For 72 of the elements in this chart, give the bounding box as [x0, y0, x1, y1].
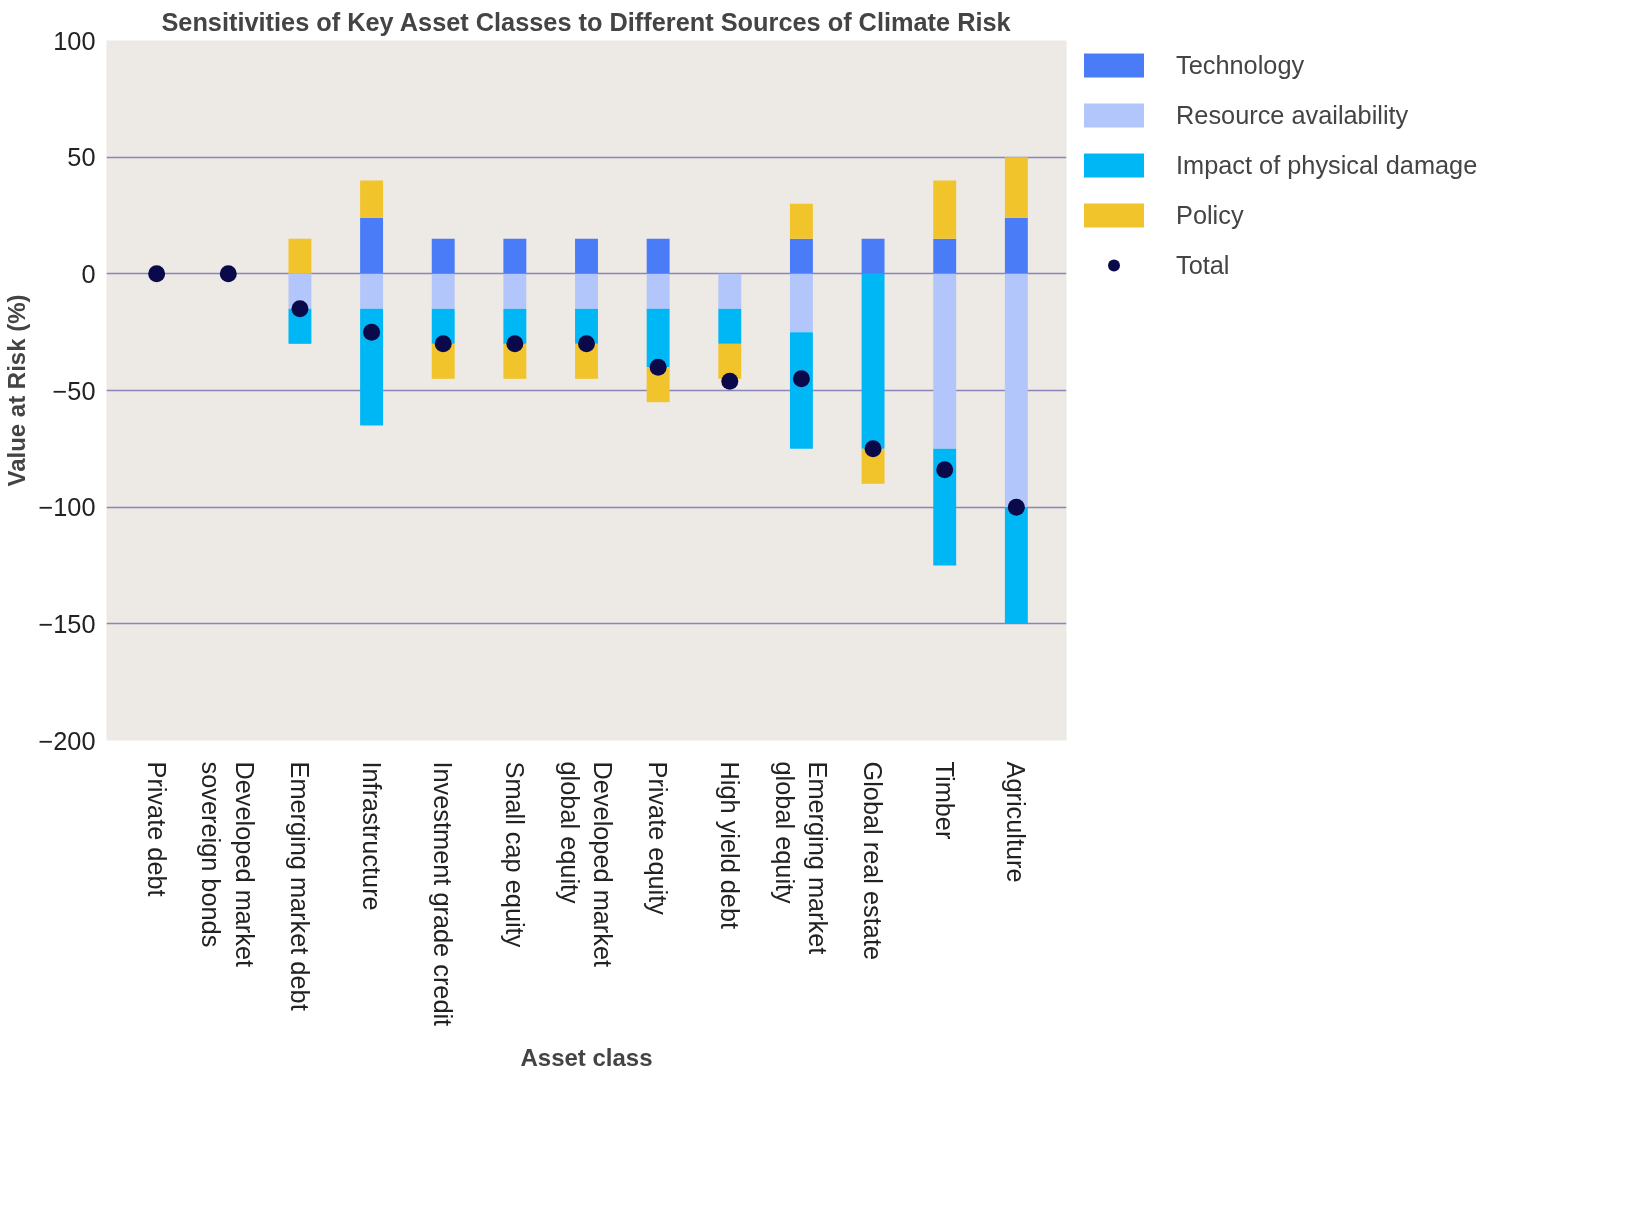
point	[864, 440, 882, 458]
bar	[646, 308, 670, 368]
bar	[789, 332, 813, 449]
bar	[360, 217, 384, 274]
y-axis-title: Value at Risk (%)	[3, 294, 31, 487]
point	[578, 335, 595, 353]
point	[363, 323, 381, 341]
bar	[646, 238, 670, 274]
bar	[646, 273, 670, 309]
x-tick-label: Private equity	[644, 761, 673, 916]
x-tick-label: Emerging market global equity	[770, 761, 833, 955]
bar	[360, 180, 384, 218]
point	[792, 370, 810, 388]
x-tick-label: Developed market sovereign bonds	[197, 761, 260, 968]
bar	[718, 308, 742, 344]
legend-label: Total	[1176, 250, 1230, 280]
bar	[718, 273, 742, 309]
bar	[718, 343, 742, 379]
legend-label: Technology	[1176, 50, 1305, 80]
x-tick-label: Agriculture	[1002, 761, 1031, 883]
bar	[360, 308, 384, 426]
bar	[360, 273, 384, 309]
x-tick-label: Small cap equity	[500, 761, 529, 948]
bar	[933, 273, 957, 449]
point	[721, 372, 739, 390]
x-axis-title: Asset class	[520, 1044, 653, 1072]
x-tick-label: Emerging market debt	[285, 761, 314, 1011]
bar	[575, 273, 598, 309]
x-tick-label: Timber	[930, 761, 959, 840]
chart-title: Sensitivities of Key Asset Classes to Different Sources of Climate Risk	[161, 7, 1012, 36]
legend-label: Impact of physical damage	[1176, 150, 1478, 180]
y-tick-label: 100	[53, 26, 96, 55]
bar	[1004, 157, 1028, 218]
bar	[933, 238, 957, 274]
bar	[575, 238, 598, 274]
bar	[431, 238, 455, 274]
x-tick-label: Private debt	[142, 761, 171, 897]
x-tick-label: Infrastructure	[357, 761, 386, 911]
point	[649, 358, 667, 376]
point	[148, 265, 166, 283]
x-tick-label: High yield debt	[715, 761, 744, 930]
point	[936, 461, 954, 479]
point	[506, 335, 524, 353]
bar	[1004, 507, 1028, 624]
legend-label: Policy	[1176, 200, 1244, 230]
x-tick-label: Developed market global equity	[555, 761, 618, 968]
point	[434, 335, 452, 353]
y-tick-label: −50	[52, 376, 96, 405]
bar	[1004, 273, 1028, 508]
point	[291, 300, 309, 318]
bar	[789, 273, 813, 333]
x-tick-label: Global real estate	[859, 761, 888, 961]
legend-label: Resource availability	[1176, 100, 1409, 130]
y-tick-label: 50	[67, 143, 96, 172]
bar	[789, 203, 813, 239]
y-tick-label: −150	[38, 609, 96, 638]
x-tick-label: Investment grade credit	[429, 761, 458, 1027]
bar	[288, 238, 312, 274]
y-tick-label: 0	[81, 259, 96, 288]
bar	[503, 238, 527, 274]
bar	[789, 238, 813, 274]
y-tick-label: −200	[38, 726, 96, 755]
bar	[933, 448, 957, 566]
bar	[933, 180, 957, 239]
bar	[861, 238, 885, 274]
point	[1007, 498, 1025, 516]
bar	[1004, 217, 1028, 274]
y-tick-label: −100	[38, 493, 96, 522]
point	[219, 265, 237, 283]
bar	[431, 273, 455, 309]
bar	[503, 273, 527, 309]
bar	[861, 273, 885, 449]
